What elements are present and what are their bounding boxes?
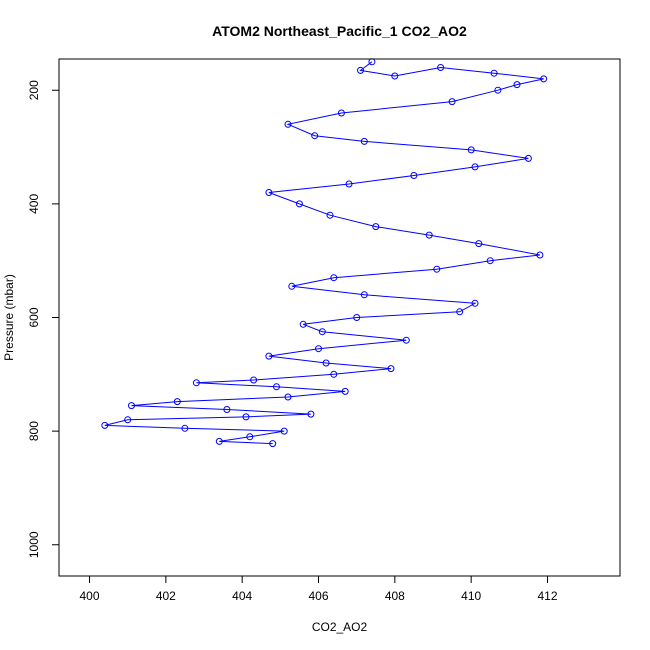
data-point xyxy=(265,189,273,196)
data-point xyxy=(433,265,441,273)
x-tick-label: 404 xyxy=(232,589,252,603)
data-point xyxy=(288,282,296,290)
data-point xyxy=(353,314,361,321)
data-point xyxy=(315,345,322,353)
data-point xyxy=(486,257,494,265)
data-point xyxy=(360,291,368,299)
data-point xyxy=(124,416,132,424)
data-point xyxy=(330,274,338,282)
data-point xyxy=(448,98,456,106)
data-point xyxy=(540,75,548,83)
x-tick-label: 408 xyxy=(385,589,405,603)
data-point xyxy=(181,424,189,432)
data-point xyxy=(341,387,349,395)
data-point xyxy=(246,433,254,441)
data-point xyxy=(524,154,532,162)
y-tick-label: 800 xyxy=(27,421,41,441)
data-point xyxy=(273,383,280,391)
data-point xyxy=(337,109,345,117)
data-point xyxy=(387,365,395,373)
data-layer xyxy=(101,58,548,448)
data-point xyxy=(513,81,521,89)
data-point xyxy=(269,440,277,448)
data-point xyxy=(318,328,326,336)
data-point xyxy=(402,336,410,344)
data-point xyxy=(250,376,258,384)
data-point xyxy=(456,308,464,316)
data-point xyxy=(360,137,368,145)
data-point xyxy=(330,370,338,378)
x-tick-label: 406 xyxy=(308,589,328,603)
y-axis: 200 400 600 800 1000 xyxy=(27,80,59,558)
data-point xyxy=(173,398,181,406)
x-axis-label: CO2_AO2 xyxy=(312,620,368,634)
y-axis-label: Pressure (mbar) xyxy=(2,274,16,361)
y-tick-label: 1000 xyxy=(27,531,41,558)
data-point xyxy=(299,320,307,328)
data-point xyxy=(265,352,273,360)
data-point xyxy=(307,410,315,418)
x-tick-label: 402 xyxy=(156,589,176,603)
data-point xyxy=(284,393,292,401)
data-point xyxy=(536,251,544,259)
y-tick-label: 200 xyxy=(27,80,41,100)
data-point xyxy=(192,379,200,387)
data-point xyxy=(311,132,319,140)
data-point xyxy=(101,421,109,429)
series-line xyxy=(104,61,544,445)
x-axis: 400 402 404 406 408 410 412 xyxy=(80,576,558,603)
y-tick-label: 600 xyxy=(27,307,41,327)
data-point xyxy=(494,86,502,94)
data-point xyxy=(490,69,498,77)
data-point xyxy=(223,406,231,413)
data-point xyxy=(215,437,223,445)
data-point xyxy=(326,211,334,219)
x-tick-label: 400 xyxy=(80,589,100,603)
data-point xyxy=(280,427,288,435)
data-point xyxy=(345,180,353,188)
data-point xyxy=(284,120,292,128)
data-point xyxy=(471,299,479,307)
data-point xyxy=(322,359,330,367)
x-tick-label: 412 xyxy=(537,589,557,603)
data-point xyxy=(410,172,418,179)
data-point xyxy=(425,231,433,239)
data-point xyxy=(437,64,445,71)
data-point xyxy=(467,146,475,154)
data-point xyxy=(295,200,303,208)
data-point xyxy=(471,163,479,171)
data-point xyxy=(391,72,399,80)
chart-title: ATOM2 Northeast_Pacific_1 CO2_AO2 xyxy=(212,23,467,39)
y-tick-label: 400 xyxy=(27,194,41,214)
data-point xyxy=(372,223,380,231)
data-point xyxy=(357,66,364,74)
data-point xyxy=(242,413,250,421)
x-tick-label: 410 xyxy=(461,589,481,603)
data-point xyxy=(475,240,483,248)
data-point xyxy=(128,402,135,410)
